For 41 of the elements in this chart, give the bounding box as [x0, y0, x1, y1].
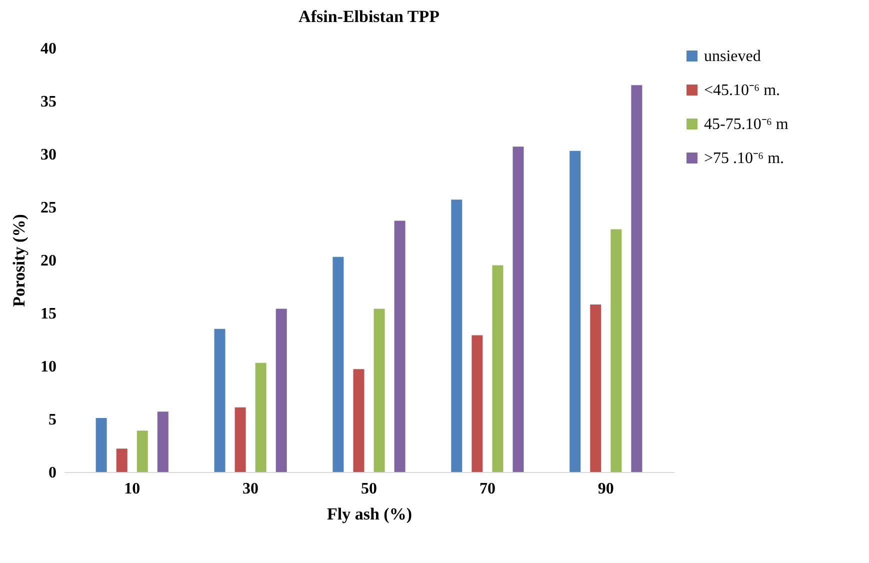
y-tick-label: 35	[40, 94, 56, 110]
bar	[631, 85, 642, 472]
y-tick-label: 20	[40, 252, 56, 270]
bar	[276, 308, 287, 472]
bar	[394, 220, 406, 472]
bar	[353, 369, 364, 472]
x-tick-label: 70	[479, 480, 496, 498]
bar	[116, 448, 128, 472]
x-tick-label: 90	[598, 480, 614, 498]
y-tick-label: 15	[40, 306, 56, 322]
chart-title: Afsin-Elbistan TPP	[298, 7, 440, 26]
bar	[610, 229, 622, 472]
legend-label: <45.10⁻⁶ m.	[704, 82, 780, 99]
bar	[512, 146, 524, 472]
bar	[472, 335, 483, 472]
legend-label: unsieved	[704, 48, 761, 65]
y-tick-label: 30	[40, 146, 56, 164]
x-axis-title: Fly ash (%)	[327, 504, 412, 524]
bar	[136, 430, 148, 472]
y-tick-label: 40	[40, 40, 56, 58]
bar	[332, 256, 344, 472]
bar	[255, 362, 266, 472]
bar	[451, 200, 462, 472]
x-tick-label: 30	[242, 480, 259, 498]
y-tick-label: 25	[40, 200, 56, 216]
bar	[234, 407, 246, 472]
bar	[96, 418, 107, 472]
y-axis-title: Porosity (%)	[10, 214, 28, 307]
bar	[590, 304, 602, 472]
x-tick-label: 10	[124, 480, 140, 498]
bar	[214, 328, 226, 472]
bar	[157, 412, 168, 472]
legend-label: >75 .10⁻⁶ m.	[704, 150, 784, 167]
y-tick-label: 0	[48, 464, 56, 482]
y-tick-label: 10	[40, 358, 56, 376]
x-tick-label: 50	[361, 480, 377, 498]
y-tick-label: 5	[48, 412, 56, 428]
bar	[374, 308, 385, 472]
bar	[570, 150, 581, 472]
legend-label: 45-75.10⁻⁶ m	[704, 116, 789, 133]
bar	[492, 265, 504, 472]
